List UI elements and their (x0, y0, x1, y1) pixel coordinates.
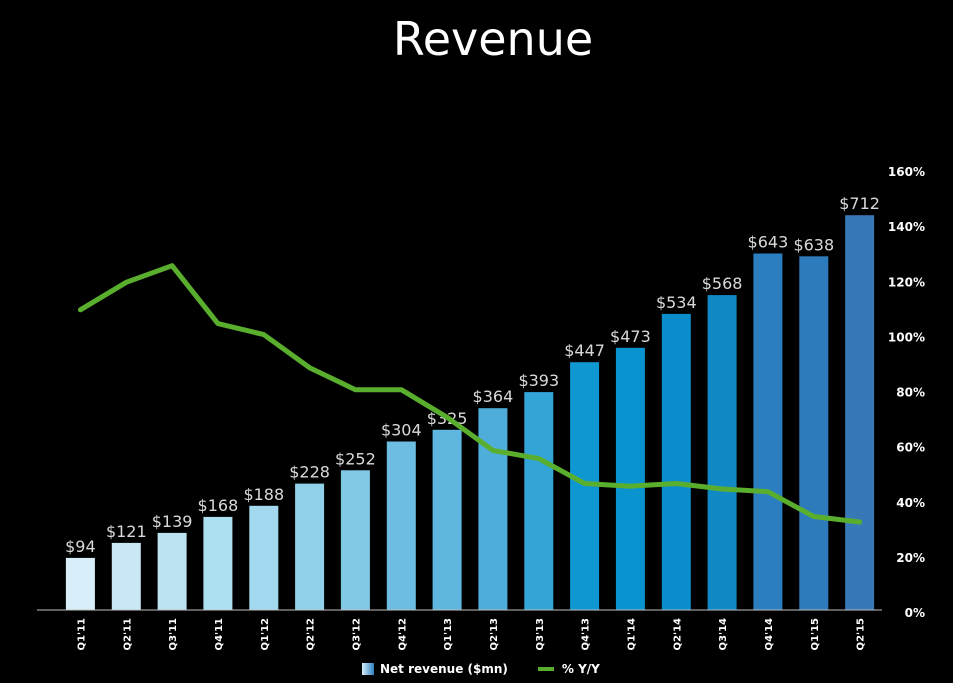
value-label: $168 (198, 496, 239, 515)
value-label: $638 (793, 235, 834, 254)
bar-Q212 (295, 483, 325, 610)
bar-Q412 (386, 441, 416, 610)
bar-Q314 (707, 295, 737, 610)
bar-Q115 (799, 256, 829, 610)
x-tick-label: Q2'11 (122, 618, 133, 650)
x-tick-label: Q3'12 (351, 618, 362, 650)
y-right-tick-label: 160% (888, 165, 925, 179)
bar-Q213 (478, 408, 508, 610)
bar-Q114 (615, 347, 645, 610)
legend-label-revenue: Net revenue ($mn) (380, 662, 508, 676)
x-tick-label: Q4'11 (214, 618, 225, 650)
legend-bar-swatch (362, 663, 374, 675)
x-tick-label: Q3'14 (718, 618, 729, 650)
yoy-line-layer (77, 263, 863, 525)
y-right-tick-label: 120% (888, 275, 925, 289)
x-tick-label: Q1'12 (260, 618, 271, 650)
y-right-tick-label: 140% (888, 220, 925, 234)
x-tick-label: Q2'13 (489, 618, 500, 650)
bar-Q111 (65, 557, 95, 610)
value-label: $139 (152, 512, 193, 531)
y-right-tick-label: 20% (896, 551, 925, 565)
y-right-tick-label: 100% (888, 330, 925, 344)
value-label: $712 (839, 194, 880, 213)
bar-Q313 (524, 392, 554, 610)
legend-item-revenue: Net revenue ($mn) (362, 662, 508, 676)
bar-Q311 (157, 532, 187, 610)
bar-Q312 (340, 470, 370, 610)
legend-line-swatch (537, 667, 554, 671)
value-label: $228 (289, 463, 330, 482)
value-label: $188 (243, 485, 284, 504)
bar-Q215 (845, 215, 875, 610)
value-label: $364 (473, 387, 514, 406)
x-tick-label: Q2'14 (672, 618, 683, 650)
value-label: $94 (65, 537, 96, 556)
value-label: $473 (610, 327, 651, 346)
y-right-tick-label: 0% (905, 606, 925, 620)
yoy-line (77, 263, 863, 525)
legend-label-yoy: % Y/Y (561, 662, 600, 676)
legend-item-yoy: % Y/Y (537, 662, 600, 676)
x-tick-label: Q4'13 (581, 618, 592, 650)
x-tick-label: Q3'11 (168, 618, 179, 650)
y-right-tick-label: 80% (896, 386, 925, 400)
x-tick-label: Q1'14 (626, 618, 637, 650)
bar-Q211 (111, 542, 141, 610)
bar-Q214 (661, 313, 691, 610)
bar-Q414 (753, 253, 783, 610)
bar-Q112 (249, 505, 279, 610)
axis-layer: Q1'11 Q2'11 Q3'11 Q4'11 Q1'12 Q2'12 Q3'12 Q4'12… (37, 165, 925, 650)
bar-Q113 (432, 429, 462, 610)
value-label: $121 (106, 522, 147, 541)
x-tick-label: Q2'12 (306, 618, 317, 650)
x-tick-label: Q1'15 (810, 618, 821, 650)
value-label: $393 (518, 371, 559, 390)
value-label: $568 (702, 274, 743, 293)
value-label: $252 (335, 449, 376, 468)
x-tick-label: Q2'15 (856, 618, 867, 650)
x-tick-label: Q1'13 (443, 618, 454, 650)
x-tick-label: Q3'13 (535, 618, 546, 650)
value-label: $447 (564, 341, 605, 360)
x-tick-label: Q1'11 (76, 618, 87, 650)
chart-title: Revenue (392, 12, 594, 66)
value-label: $643 (748, 233, 789, 252)
y-right-tick-label: 60% (896, 441, 925, 455)
value-labels-layer: $94$121$139$168$188$228$252$304$325$364$… (65, 194, 880, 556)
y-right-tick-label: 40% (896, 496, 925, 510)
x-tick-label: Q4'12 (397, 618, 408, 650)
value-label: $534 (656, 293, 697, 312)
value-label: $304 (381, 421, 422, 440)
x-tick-label: Q4'14 (764, 618, 775, 650)
bar-Q411 (203, 516, 233, 610)
bars-layer (65, 215, 875, 610)
legend: Net revenue ($mn) % Y/Y (362, 660, 630, 678)
